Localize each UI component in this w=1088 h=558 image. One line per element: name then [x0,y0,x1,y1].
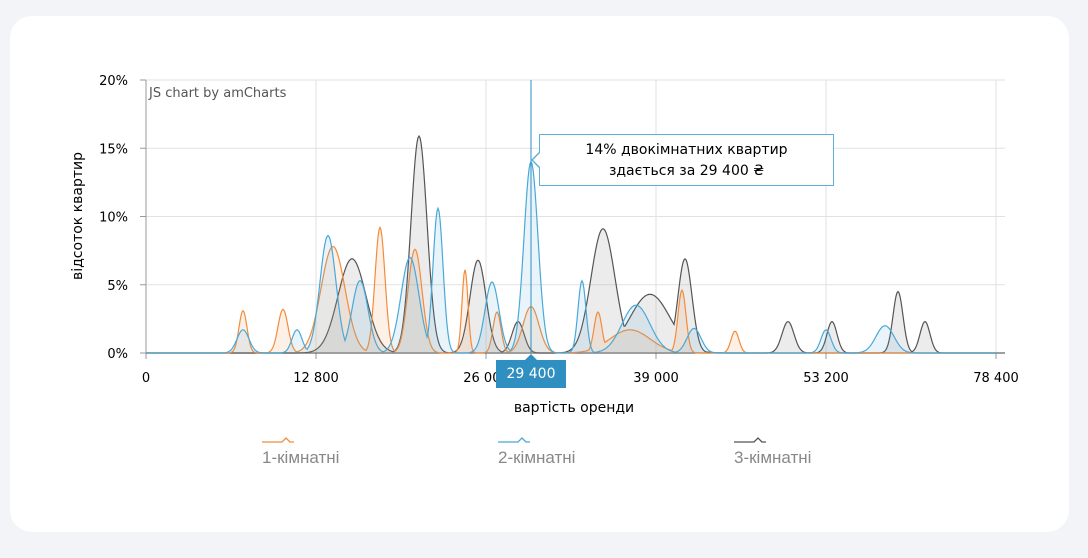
tooltip-line-1: 14% двокімнатних квартир [585,142,788,158]
series-area [146,227,997,353]
y-tick-label: 20% [99,74,128,89]
legend-marker-icon [498,437,530,443]
cursor-x-label: 29 400 [496,354,566,388]
x-tick-label: 12 800 [293,371,339,386]
legend-item-2-room[interactable]: 2-кімнатні [498,436,575,468]
legend-label: 2-кімнатні [498,448,576,467]
x-tick-label: 53 200 [803,371,849,386]
legend-label: 1-кімнатні [262,448,340,467]
y-axis-title: відсоток квартир [70,151,86,281]
y-tick-label: 0% [107,347,128,362]
tooltip-line-2: здається за 29 400 ₴ [608,163,765,179]
x-tick-label: 0 [142,371,150,386]
legend-marker-icon [262,437,294,443]
y-tick-label: 5% [107,279,128,294]
y-tick-label: 15% [99,142,128,157]
legend-item-1-room[interactable]: 1-кімнатні [262,436,339,468]
series-area [146,161,997,353]
x-tick-label: 39 000 [633,371,679,386]
legend-marker-icon [734,437,766,443]
y-tick-label: 10% [99,211,128,226]
series-area [146,136,997,353]
x-axis-title: вартість оренди [513,400,635,416]
amcharts-credit-link[interactable]: JS chart by amCharts [149,86,287,101]
legend-label: 3-кімнатні [734,448,812,467]
series-line[interactable] [146,225,997,354]
chart-card [10,16,1069,532]
cursor-tooltip: 14% двокімнатних квартир здається за 29 … [531,134,834,186]
series-line[interactable] [146,160,997,354]
legend-item-3-room[interactable]: 3-кімнатні [734,436,811,468]
x-tick-label: 78 400 [973,371,1019,386]
